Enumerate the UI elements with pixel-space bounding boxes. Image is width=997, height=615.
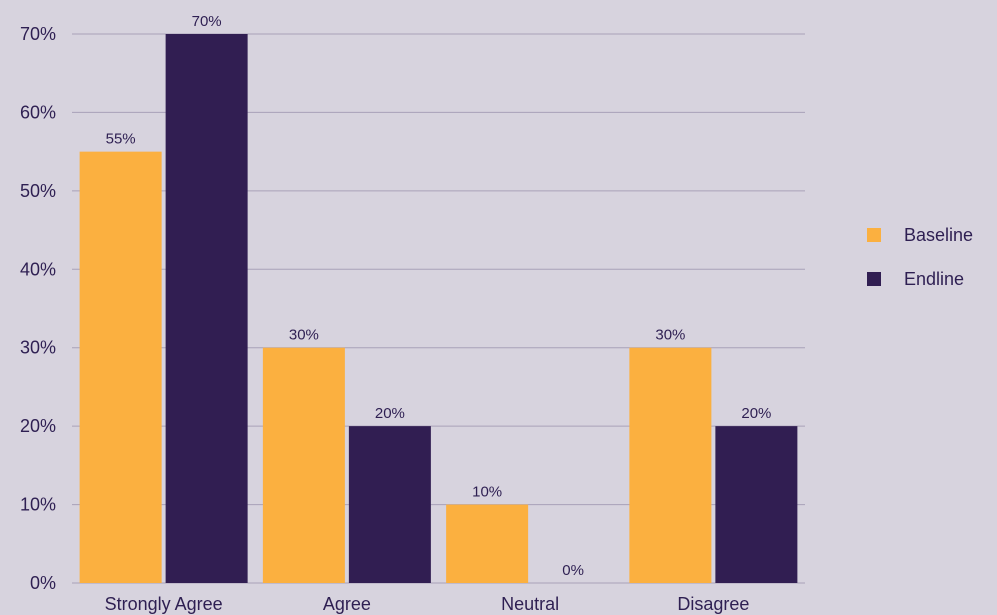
legend-item-baseline: Baseline — [867, 222, 997, 248]
bar-endline-disagree — [715, 426, 798, 583]
data-label-endline-strongly-agree: 70% — [192, 13, 222, 30]
y-tick-label: 0% — [30, 573, 56, 593]
y-tick-label: 50% — [20, 181, 56, 201]
x-category-label: Agree — [323, 594, 371, 614]
y-tick-label: 10% — [20, 495, 56, 515]
bar-endline-strongly-agree — [165, 34, 248, 583]
y-tick-label: 20% — [20, 416, 56, 436]
legend-item-endline: Endline — [867, 266, 997, 292]
legend-swatch-baseline — [867, 228, 881, 242]
data-label-endline-agree: 20% — [375, 405, 405, 422]
legend-label-baseline: Baseline — [904, 224, 974, 245]
data-label-baseline-strongly-agree: 55% — [106, 131, 136, 148]
data-label-endline-disagree: 20% — [741, 405, 771, 422]
y-axis-tick-labels: 0% 10% 20% 30% 40% 50% 60% 70% — [20, 24, 56, 593]
y-tick-label: 70% — [20, 24, 56, 44]
x-axis-category-labels: Strongly Agree Agree Neutral Disagree — [105, 594, 750, 614]
legend: Baseline Endline — [867, 222, 997, 310]
bars — [79, 34, 798, 583]
data-label-baseline-agree: 30% — [289, 327, 319, 344]
legend-swatch-endline — [867, 272, 881, 286]
data-label-baseline-disagree: 30% — [655, 327, 685, 344]
bar-baseline-agree — [262, 347, 345, 583]
x-category-label: Neutral — [501, 594, 559, 614]
bar-baseline-strongly-agree — [79, 151, 162, 583]
y-tick-label: 40% — [20, 259, 56, 279]
data-label-baseline-neutral: 10% — [472, 484, 502, 501]
data-labels: 55% 70% 30% 20% 10% 0% 30% 20% — [106, 13, 772, 579]
bar-endline-agree — [348, 426, 431, 583]
legend-label-endline: Endline — [904, 268, 965, 289]
x-category-label: Disagree — [677, 594, 749, 614]
bar-baseline-neutral — [446, 504, 529, 583]
y-tick-label: 60% — [20, 102, 56, 122]
bar-baseline-disagree — [629, 347, 712, 583]
x-category-label: Strongly Agree — [105, 594, 223, 614]
data-label-endline-neutral: 0% — [562, 562, 584, 579]
y-tick-label: 30% — [20, 338, 56, 358]
